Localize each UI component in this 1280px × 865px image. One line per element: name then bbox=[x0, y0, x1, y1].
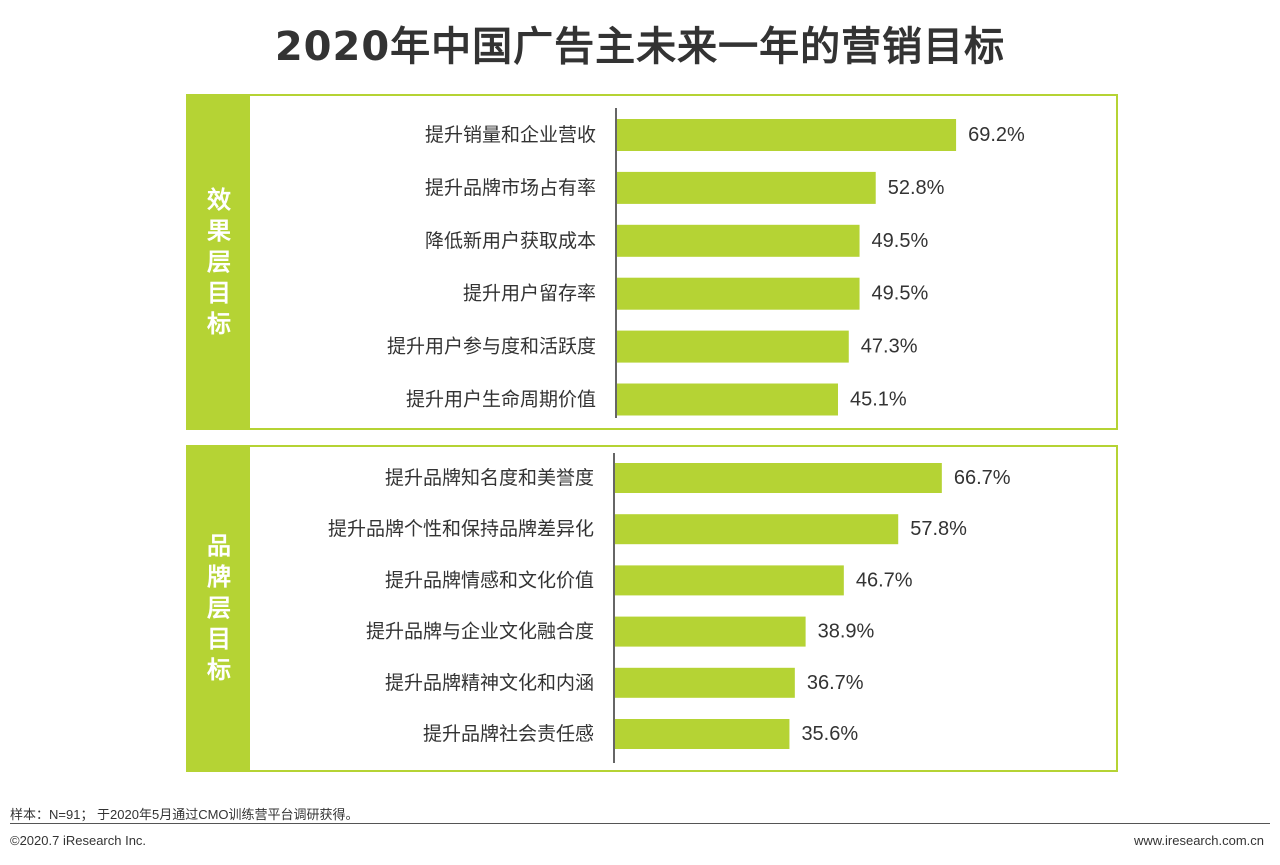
value-label: 66.7% bbox=[954, 467, 1011, 489]
value-label: 49.5% bbox=[872, 283, 929, 305]
footer-divider bbox=[10, 823, 1270, 824]
value-label: 52.8% bbox=[888, 177, 945, 199]
value-label: 36.7% bbox=[807, 672, 864, 694]
value-label: 47.3% bbox=[861, 336, 918, 358]
bar bbox=[617, 171, 876, 204]
bar bbox=[617, 224, 860, 257]
bar bbox=[615, 616, 806, 647]
value-label: 46.7% bbox=[856, 569, 913, 591]
category-label: 提升销量和企业营收 bbox=[425, 124, 596, 146]
sample-note: 样本：N=91； 于2020年5月通过CMO训练营平台调研获得。 bbox=[10, 807, 359, 822]
category-label: 降低新用户获取成本 bbox=[425, 230, 596, 252]
category-label: 提升用户参与度和活跃度 bbox=[387, 336, 596, 358]
category-label: 提升品牌社会责任感 bbox=[423, 723, 594, 745]
category-label: 提升品牌个性和保持品牌差异化 bbox=[328, 518, 594, 540]
group-label-text: 品牌层目标 bbox=[207, 532, 231, 684]
bar bbox=[617, 119, 957, 151]
brand-goals-panel: 品牌层目标 提升品牌知名度和美誉度 66.7% 提升品牌个性和保持品牌差异化 57.8… bbox=[186, 445, 1118, 772]
effect-goals-bar-chart: 提升销量和企业营收 69.2% 提升品牌市场占有率 52.8% 降低新用户获取成本 49.… bbox=[387, 108, 1025, 418]
category-label: 提升用户留存率 bbox=[463, 283, 596, 305]
category-label: 提升品牌精神文化和内涵 bbox=[385, 672, 594, 694]
panel-group-label: 品牌层目标 bbox=[188, 447, 250, 770]
category-label: 提升品牌与企业文化融合度 bbox=[366, 621, 594, 643]
category-label: 提升用户生命周期价值 bbox=[406, 389, 596, 411]
bar bbox=[617, 383, 838, 416]
bar bbox=[615, 719, 790, 749]
copyright-text: ©2020.7 iResearch Inc. bbox=[10, 833, 147, 848]
effect-goals-panel: 效果层目标 提升销量和企业营收 69.2% 提升品牌市场占有率 52.8% 降低新用户获… bbox=[186, 94, 1118, 430]
value-label: 38.9% bbox=[818, 621, 875, 643]
bar bbox=[615, 667, 795, 698]
brand-goals-bar-chart: 提升品牌知名度和美誉度 66.7% 提升品牌个性和保持品牌差异化 57.8% 提升品牌情… bbox=[328, 453, 1011, 763]
value-label: 35.6% bbox=[801, 723, 858, 745]
bar bbox=[615, 565, 844, 596]
category-label: 提升品牌情感和文化价值 bbox=[385, 569, 594, 591]
bar bbox=[615, 463, 942, 493]
panel-group-label: 效果层目标 bbox=[188, 96, 250, 428]
value-label: 45.1% bbox=[850, 389, 907, 411]
value-label: 49.5% bbox=[872, 230, 929, 252]
value-label: 57.8% bbox=[910, 518, 967, 540]
chart-title: 2020年中国广告主未来一年的营销目标 bbox=[274, 24, 1006, 70]
bar bbox=[617, 277, 860, 310]
value-label: 69.2% bbox=[968, 124, 1025, 146]
bar bbox=[617, 330, 849, 363]
website-url: www.iresearch.com.cn bbox=[1133, 833, 1264, 848]
group-label-text: 效果层目标 bbox=[207, 185, 231, 338]
category-label: 提升品牌市场占有率 bbox=[425, 177, 596, 199]
category-label: 提升品牌知名度和美誉度 bbox=[385, 467, 594, 489]
bar bbox=[615, 514, 899, 545]
